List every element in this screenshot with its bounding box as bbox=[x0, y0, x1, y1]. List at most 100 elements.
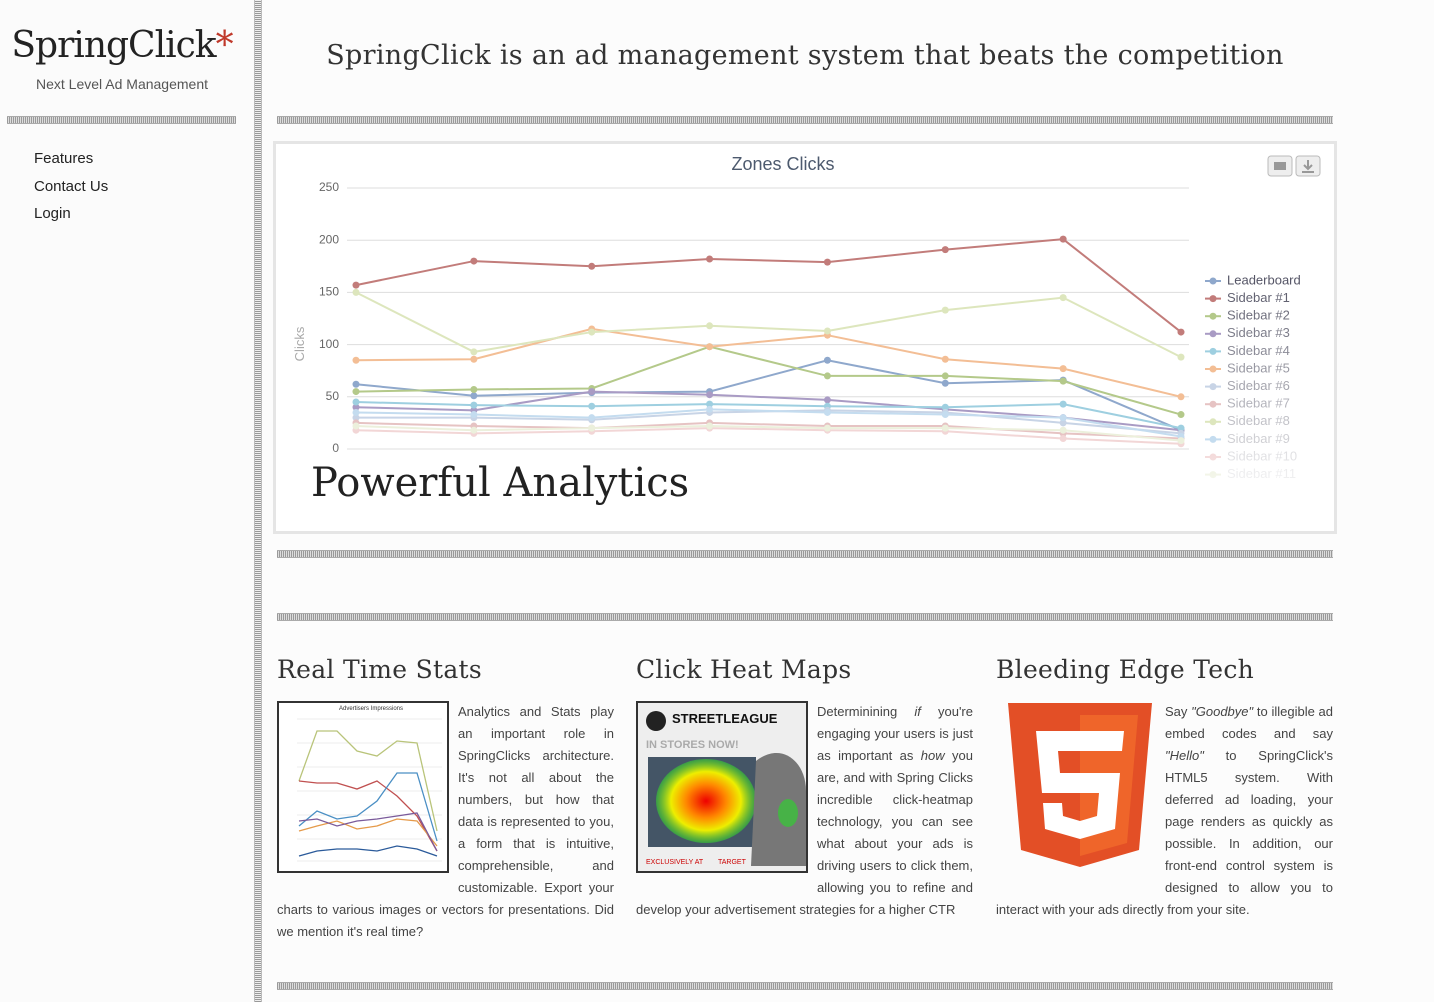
legend-label: Sidebar #3 bbox=[1227, 325, 1290, 340]
point bbox=[706, 255, 714, 263]
legend-label: Sidebar #1 bbox=[1227, 290, 1290, 305]
series-line bbox=[355, 408, 1182, 438]
point bbox=[1059, 365, 1067, 373]
point bbox=[823, 327, 831, 335]
legend-marker bbox=[1209, 312, 1217, 320]
legend-marker bbox=[1209, 435, 1217, 443]
point bbox=[941, 403, 949, 411]
point bbox=[352, 422, 360, 430]
chart: 050100150200250LeaderboardSidebar #1Side… bbox=[276, 154, 1334, 531]
legend-marker bbox=[1209, 295, 1217, 303]
fade bbox=[276, 444, 1334, 531]
hero: 050100150200250LeaderboardSidebar #1Side… bbox=[273, 141, 1337, 534]
point bbox=[470, 385, 478, 393]
point bbox=[352, 414, 360, 422]
feature-text: Say "Goodbye" to illegible ad embed code… bbox=[996, 701, 1333, 921]
point bbox=[1059, 435, 1067, 443]
separator bbox=[277, 982, 1333, 990]
y-tick-label: 100 bbox=[319, 337, 339, 351]
separator bbox=[277, 116, 1333, 124]
separator bbox=[277, 550, 1333, 558]
point bbox=[1059, 377, 1067, 385]
point bbox=[941, 379, 949, 387]
point bbox=[941, 411, 949, 419]
point bbox=[588, 328, 596, 336]
separator bbox=[277, 613, 1333, 621]
point bbox=[941, 355, 949, 363]
feature-title: Click Heat Maps bbox=[636, 655, 852, 684]
point bbox=[352, 398, 360, 406]
logo-text[interactable]: SpringClick bbox=[11, 25, 216, 66]
separator bbox=[7, 116, 236, 124]
chart-title: Zones Clicks bbox=[731, 154, 834, 174]
point bbox=[470, 392, 478, 400]
point bbox=[706, 400, 714, 408]
series-line bbox=[355, 425, 1182, 442]
point bbox=[470, 257, 478, 265]
point bbox=[706, 343, 714, 351]
html5-logo bbox=[1008, 703, 1152, 867]
point bbox=[1177, 411, 1185, 419]
point bbox=[823, 396, 831, 404]
legend-label: Sidebar #5 bbox=[1227, 360, 1290, 375]
text: how bbox=[920, 748, 945, 763]
thumb-lines bbox=[298, 730, 438, 857]
feature-title: Real Time Stats bbox=[277, 655, 483, 684]
logo[interactable]: SpringClick* bbox=[0, 25, 244, 66]
legend-label: Sidebar #8 bbox=[1227, 413, 1290, 428]
point bbox=[588, 262, 596, 270]
point bbox=[823, 408, 831, 416]
feature: Real Time Stats Advertisers Impressions … bbox=[277, 655, 614, 943]
logo-icon bbox=[646, 711, 666, 731]
nav-link[interactable]: Features bbox=[34, 150, 94, 167]
point bbox=[1059, 414, 1067, 422]
y-axis-label: Clicks bbox=[292, 326, 307, 361]
series-line bbox=[355, 291, 1182, 359]
legend-marker bbox=[1209, 277, 1217, 285]
legend-label: Sidebar #9 bbox=[1227, 431, 1290, 446]
legend-label: Sidebar #7 bbox=[1227, 396, 1290, 411]
thumb-title: Advertisers Impressions bbox=[339, 706, 403, 712]
point bbox=[470, 355, 478, 363]
y-tick-label: 200 bbox=[319, 232, 339, 246]
legend-label: Sidebar #6 bbox=[1227, 378, 1290, 393]
point bbox=[470, 348, 478, 356]
nav-link[interactable]: Contact Us bbox=[34, 177, 109, 195]
series-line bbox=[355, 327, 1182, 398]
heatmap-thumbnail: STREETLEAGUE IN STORES NOW! EXCLUSIVELY … bbox=[636, 701, 808, 873]
point bbox=[470, 426, 478, 434]
series-line bbox=[355, 238, 1182, 333]
export-buttons[interactable] bbox=[1267, 155, 1321, 177]
export-icon bbox=[1302, 160, 1314, 173]
feature-text: Determinining if you're engaging your us… bbox=[636, 701, 973, 921]
legend-label: Leaderboard bbox=[1227, 272, 1301, 287]
nav-link[interactable]: Login bbox=[34, 205, 71, 222]
point bbox=[470, 411, 478, 419]
legend-marker bbox=[1209, 400, 1217, 408]
heat-spot bbox=[656, 759, 756, 843]
ad-text: STREETLEAGUE bbox=[672, 711, 778, 726]
y-tick-label: 50 bbox=[326, 389, 340, 403]
point bbox=[706, 322, 714, 330]
series-line bbox=[355, 345, 1182, 416]
point bbox=[1059, 419, 1067, 427]
point bbox=[470, 401, 478, 409]
feature-title: Bleeding Edge Tech bbox=[996, 655, 1255, 684]
series-line bbox=[355, 401, 1182, 430]
point bbox=[352, 388, 360, 396]
point bbox=[588, 402, 596, 410]
stats-thumbnail: Advertisers Impressions bbox=[277, 701, 449, 873]
divider bbox=[254, 0, 262, 1002]
point bbox=[941, 372, 949, 380]
point bbox=[352, 356, 360, 364]
point bbox=[588, 388, 596, 396]
sidebar: SpringClick* Next Level Ad Management Fe… bbox=[0, 0, 254, 1002]
feature-text: Analytics and Stats play an important ro… bbox=[277, 701, 614, 943]
point bbox=[823, 258, 831, 266]
series-line bbox=[355, 359, 1182, 432]
text: Say bbox=[1165, 704, 1192, 719]
point bbox=[823, 372, 831, 380]
logo-mark: * bbox=[215, 25, 234, 66]
text: you're engaging your users is just as im… bbox=[817, 704, 973, 763]
